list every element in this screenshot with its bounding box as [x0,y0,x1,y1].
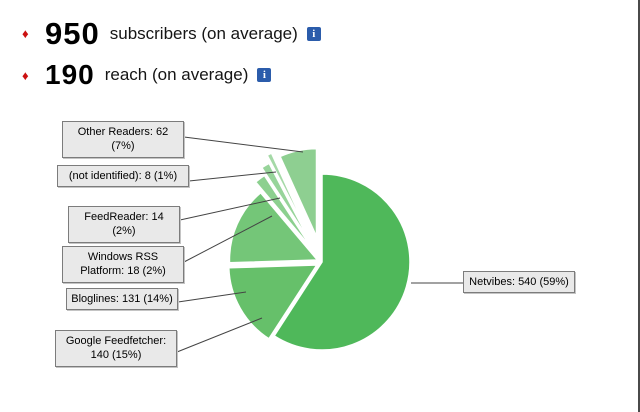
subscribers-stat-row: ♦ 950 subscribers (on average) i [22,18,321,49]
pie-slice-windows-rss-platform[interactable] [254,174,314,250]
reach-value: 190 [45,59,95,90]
reach-label: reach (on average) [104,65,249,84]
pie-slice-feedreader[interactable] [260,162,311,242]
stats-section: ♦ 950 subscribers (on average) i ♦ 190 r… [22,18,321,101]
label-text: Netvibes: 540 (59%) [469,276,569,288]
label-box-not-identified: (not identified): 8 (1%) [57,165,189,188]
info-icon[interactable]: i [306,26,321,41]
connector-line-google-feedfetcher [176,317,263,353]
subscribers-value: 950 [45,16,100,51]
reach-stat-row: ♦ 190 reach (on average) i [22,61,321,89]
pie-slice-bloglines[interactable] [228,191,319,264]
pie-slice-not-identified[interactable] [266,152,309,234]
label-text: Bloglines: 131 (14%) [71,293,173,305]
connector-lines-group [176,136,463,353]
label-box-netvibes: Netvibes: 540 (59%) [463,271,575,294]
pie-slice-other-readers[interactable] [279,147,318,237]
label-box-google-feedfetcher: Google Feedfetcher: 140 (15%) [55,330,177,367]
diamond-bullet-icon: ♦ [22,67,29,83]
label-box-feedreader: FeedReader: 14 (2%) [68,206,180,243]
label-text: FeedReader: 14 (2%) [84,211,164,238]
connector-line-other-readers [183,136,304,153]
diamond-bullet-icon: ♦ [22,26,29,41]
label-text: Google Feedfetcher: 140 (15%) [65,335,167,362]
label-box-bloglines: Bloglines: 131 (14%) [66,288,178,311]
connector-line-feedreader [179,197,281,221]
connector-line-bloglines [177,291,247,303]
info-icon[interactable]: i [257,68,272,82]
pie-slices-group [228,147,411,351]
connector-line-not-identified [188,171,277,182]
pie-slice-netvibes[interactable] [273,173,411,351]
label-box-windows-rss-platform: Windows RSS Platform: 18 (2%) [62,246,184,283]
connector-line-windows-rss [183,215,273,263]
label-box-other-readers: Other Readers: 62 (7%) [62,121,184,158]
label-text: (not identified): 8 (1%) [68,170,178,182]
subscribers-label: subscribers (on average) [109,23,298,43]
label-text: Windows RSS Platform: 18 (2%) [80,251,166,278]
label-text: Other Readers: 62 (7%) [77,126,169,153]
pie-slice-google-feedfetcher[interactable] [228,264,319,340]
